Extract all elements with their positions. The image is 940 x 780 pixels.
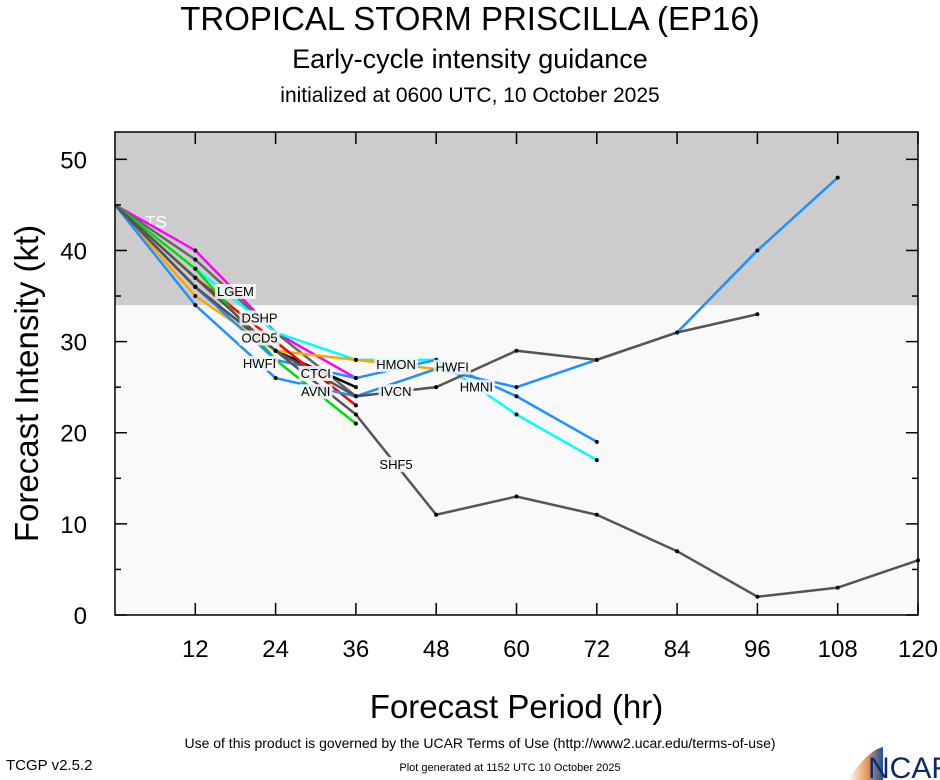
y-tick-label: 50	[60, 147, 87, 174]
data-point	[273, 348, 278, 353]
x-tick-label: 96	[744, 636, 771, 663]
label-knockout	[299, 384, 333, 400]
data-point	[193, 275, 198, 280]
x-tick-label: 84	[664, 636, 691, 663]
series-label: LGEM	[217, 284, 254, 299]
series-label: HWFI	[243, 356, 276, 371]
label-knockout	[457, 379, 495, 395]
data-point	[594, 458, 599, 463]
data-point	[193, 248, 198, 253]
series-label: HMNI	[460, 380, 493, 395]
data-point	[193, 284, 198, 289]
label-knockout	[377, 457, 415, 473]
y-tick-label: 30	[60, 330, 87, 357]
init-time: initialized at 0600 UTC, 10 October 2025	[280, 84, 660, 107]
data-point	[193, 303, 198, 308]
data-point	[193, 294, 198, 299]
data-point	[273, 376, 278, 381]
series-label: IVCN	[381, 384, 412, 399]
data-point	[594, 439, 599, 444]
data-point	[755, 312, 760, 317]
data-point	[353, 412, 358, 417]
data-point	[514, 348, 519, 353]
label-knockout	[240, 355, 279, 371]
y-tick-label: 0	[74, 603, 87, 630]
terms-footer: Use of this product is governed by the U…	[184, 735, 776, 751]
data-point	[353, 357, 358, 362]
data-point	[434, 385, 439, 390]
x-tick-label: 108	[818, 636, 858, 663]
x-tick-label: 72	[583, 636, 610, 663]
data-point	[755, 248, 760, 253]
label-knockout	[378, 384, 414, 400]
x-tick-label: 48	[423, 636, 450, 663]
series-label: SHF5	[379, 457, 412, 472]
chart-title: TROPICAL STORM PRISCILLA (EP16)	[180, 0, 760, 37]
y-axis-label: Forecast Intensity (kt)	[8, 225, 45, 542]
generated-footer: Plot generated at 1152 UTC 10 October 20…	[399, 762, 621, 774]
x-tick-label: 60	[503, 636, 530, 663]
y-tick-label: 40	[60, 238, 87, 265]
x-tick-label: 120	[898, 636, 938, 663]
y-tick-label: 10	[60, 512, 87, 539]
data-point	[353, 394, 358, 399]
x-tick-label: 12	[182, 636, 209, 663]
series-label: OCD5	[241, 330, 277, 345]
ncar-logo: NCAR	[848, 747, 940, 780]
data-point	[514, 394, 519, 399]
data-point	[755, 594, 760, 599]
data-point	[594, 512, 599, 517]
series-label: HMON	[376, 357, 416, 372]
data-point	[514, 412, 519, 417]
label-knockout	[298, 366, 333, 381]
x-tick-label: 24	[262, 636, 289, 663]
data-point	[353, 421, 358, 426]
series-label: CTCI	[301, 366, 331, 381]
data-point	[675, 549, 680, 554]
label-knockout	[239, 330, 280, 346]
svg-text:NCAR: NCAR	[868, 752, 940, 780]
data-point	[835, 585, 840, 590]
x-axis-label: Forecast Period (hr)	[370, 688, 663, 725]
data-point	[353, 385, 358, 390]
label-knockout	[374, 356, 418, 372]
label-knockout	[239, 310, 280, 326]
series-labels: LGEM DSHP OCD5 CTCI AVNI HMON HMNI HWFI IVCN HWFI…	[215, 283, 495, 473]
version-label: TCGP v2.5.2	[6, 757, 93, 774]
ts-band	[115, 132, 918, 306]
data-point	[675, 330, 680, 335]
data-point	[835, 175, 840, 180]
chart-subtitle: Early-cycle intensity guidance	[292, 44, 648, 74]
y-tick-label: 20	[60, 421, 87, 448]
x-tick-label: 36	[343, 636, 370, 663]
data-point	[193, 266, 198, 271]
data-point	[353, 376, 358, 381]
series-label: AVNI	[301, 384, 330, 399]
label-knockout	[433, 359, 471, 375]
label-knockout	[215, 283, 256, 299]
series-label: DSHP	[241, 310, 277, 325]
data-point	[434, 512, 439, 517]
data-point	[594, 357, 599, 362]
data-point	[193, 257, 198, 262]
data-point	[353, 403, 358, 408]
series-label: HWFI	[436, 360, 469, 375]
data-point	[514, 385, 519, 390]
ts-band-label: TS	[145, 213, 167, 232]
data-point	[514, 494, 519, 499]
